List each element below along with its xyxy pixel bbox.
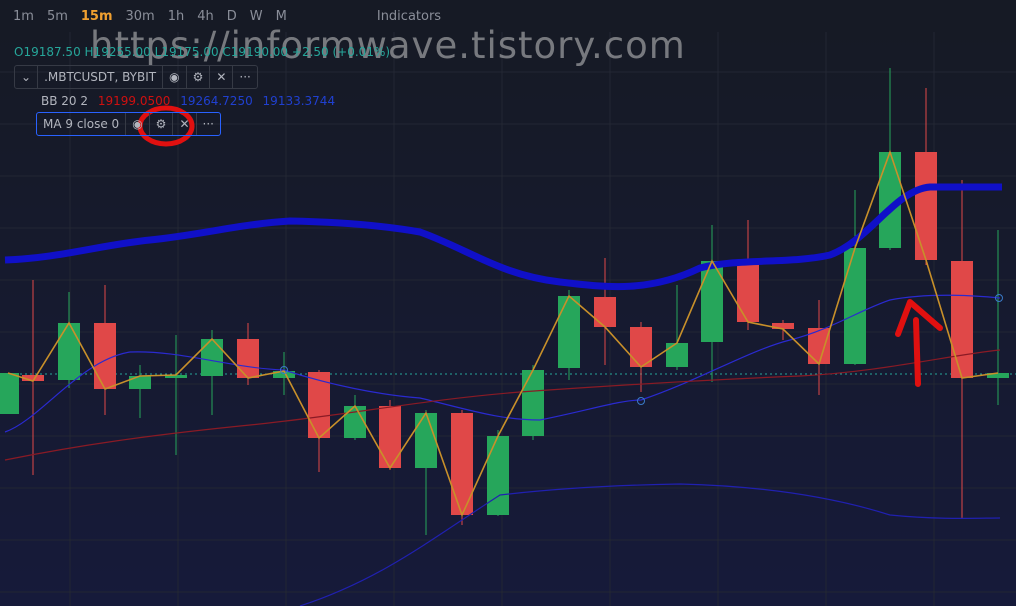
candle xyxy=(94,323,116,389)
candle xyxy=(0,373,19,414)
open: O19187.50 xyxy=(14,45,81,59)
bb-name: BB 20 2 xyxy=(41,94,88,108)
candle xyxy=(772,323,794,329)
marker xyxy=(995,294,1003,302)
watermark: https://informwave.tistory.com xyxy=(90,24,686,67)
symbol-row: ⌄ .MBTCUSDT, BYBIT ◉ ⚙ ✕ ··· xyxy=(14,65,258,89)
close: C19190.00 xyxy=(222,45,289,59)
interval-button[interactable]: 15m xyxy=(80,8,113,24)
marker xyxy=(280,366,288,374)
candle xyxy=(451,413,473,515)
interval-button[interactable]: 4h xyxy=(197,8,214,24)
candle xyxy=(344,406,366,438)
candle xyxy=(844,248,866,364)
annotation-circle xyxy=(137,105,195,147)
ohlc-legend: O19187.50 H19255.00 L19175.00 C19190.00 … xyxy=(14,45,390,59)
candle xyxy=(129,376,151,389)
change: +2.50 xyxy=(291,45,329,59)
candle xyxy=(415,413,437,468)
candle xyxy=(308,372,330,438)
candle xyxy=(237,339,259,378)
candle xyxy=(951,261,973,378)
candle xyxy=(201,339,223,376)
bb-middle xyxy=(4,349,1001,461)
close-button[interactable]: ✕ xyxy=(210,66,234,88)
interval-button[interactable]: 1h xyxy=(167,8,185,24)
settings-button[interactable]: ⚙ xyxy=(187,66,211,88)
candle xyxy=(879,152,901,248)
candle xyxy=(594,297,616,327)
ma-line xyxy=(4,294,1001,433)
candles xyxy=(0,68,1009,535)
candle xyxy=(987,373,1009,378)
marker xyxy=(637,397,645,405)
annotation-arrow xyxy=(895,299,943,387)
settings-button[interactable]: ⚙ xyxy=(150,113,174,135)
bb-value: 19133.3744 xyxy=(262,94,336,108)
toolbar: 1m 5m 15m 30m 1h 4h D W M Indicators xyxy=(0,0,1016,32)
symbol: .MBTCUSDT, BYBIT xyxy=(38,66,164,88)
interval-button[interactable]: 1m xyxy=(13,8,34,24)
candle xyxy=(522,370,544,436)
low: L19175.00 xyxy=(154,45,219,59)
collapse-button[interactable]: ⌄ xyxy=(15,66,39,88)
candle xyxy=(58,323,80,380)
candle xyxy=(273,371,295,378)
eye-button[interactable]: ◉ xyxy=(126,113,150,135)
interval-button[interactable]: W xyxy=(249,8,263,24)
bb-upper xyxy=(4,183,1002,291)
more-button[interactable]: ··· xyxy=(239,70,251,84)
high: H19255.00 xyxy=(84,45,151,59)
ma-name: MA 9 close 0 xyxy=(37,113,127,135)
candle xyxy=(630,327,652,367)
indicators-button[interactable]: Indicators xyxy=(376,8,442,24)
candle xyxy=(379,406,401,468)
interval-button[interactable]: 5m xyxy=(46,8,68,24)
candle xyxy=(808,328,830,364)
bb-lower xyxy=(299,483,1001,606)
bb-legend: BB 20 2 19199.0500 19264.7250 19133.3744 xyxy=(41,94,335,108)
interval-button[interactable]: M xyxy=(275,8,287,24)
ma9-line xyxy=(7,149,999,518)
candle xyxy=(165,375,187,378)
candle xyxy=(915,152,937,260)
candle xyxy=(737,261,759,322)
bb-value: 19264.7250 xyxy=(180,94,253,108)
candle xyxy=(666,343,688,367)
interval-button[interactable]: 30m xyxy=(125,8,155,24)
interval-button[interactable]: D xyxy=(226,8,237,24)
candle xyxy=(701,261,723,342)
candle xyxy=(487,436,509,515)
change-pct: (+0.01%) xyxy=(332,45,391,59)
grid xyxy=(0,32,1016,606)
bb-value: 19199.0500 xyxy=(97,94,171,108)
eye-button[interactable]: ◉ xyxy=(163,66,187,88)
more-button[interactable]: ··· xyxy=(202,117,214,131)
candle xyxy=(22,375,44,381)
ma-row: MA 9 close 0 ◉ ⚙ ✕ ··· xyxy=(36,112,221,136)
close-button[interactable]: ✕ xyxy=(173,113,197,135)
candle xyxy=(558,296,580,368)
